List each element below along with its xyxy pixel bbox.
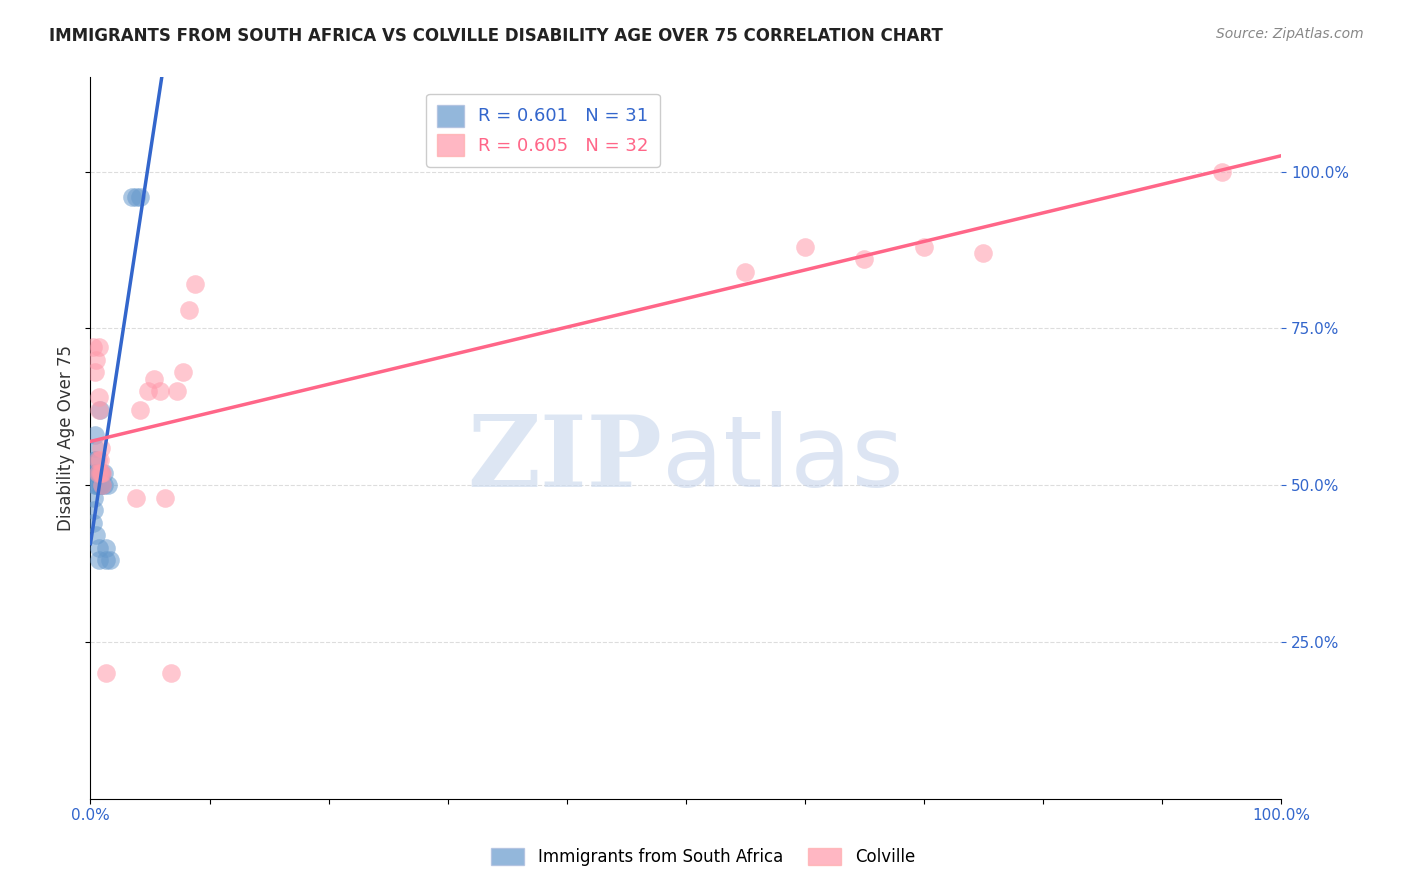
Point xyxy=(912,240,935,254)
Point xyxy=(125,491,148,505)
Point xyxy=(89,466,111,480)
Point xyxy=(84,453,107,467)
Point xyxy=(90,466,112,480)
Y-axis label: Disability Age Over 75: Disability Age Over 75 xyxy=(58,345,75,531)
Point xyxy=(84,428,107,442)
Point xyxy=(97,478,120,492)
Point xyxy=(91,466,114,480)
Point xyxy=(84,365,107,379)
Point xyxy=(87,402,110,417)
Point xyxy=(160,666,183,681)
Point xyxy=(90,466,112,480)
Point xyxy=(972,246,994,260)
Point xyxy=(155,491,177,505)
Point xyxy=(86,352,108,367)
Point xyxy=(94,553,117,567)
Point xyxy=(94,541,117,555)
Point xyxy=(853,252,876,267)
Point xyxy=(121,189,143,203)
Point xyxy=(93,478,115,492)
Point xyxy=(91,478,114,492)
Point xyxy=(125,189,148,203)
Point xyxy=(90,441,112,455)
Point xyxy=(148,384,170,398)
Point xyxy=(166,384,188,398)
Point xyxy=(94,666,117,681)
Point xyxy=(93,466,115,480)
Point xyxy=(142,371,165,385)
Point xyxy=(86,466,108,480)
Legend: R = 0.601   N = 31, R = 0.605   N = 32: R = 0.601 N = 31, R = 0.605 N = 32 xyxy=(426,94,659,167)
Point xyxy=(87,553,110,567)
Legend: Immigrants from South Africa, Colville: Immigrants from South Africa, Colville xyxy=(482,840,924,875)
Text: atlas: atlas xyxy=(662,411,904,508)
Point xyxy=(89,453,111,467)
Point xyxy=(82,516,104,530)
Point xyxy=(89,466,111,480)
Point xyxy=(86,478,108,492)
Point xyxy=(136,384,159,398)
Point xyxy=(87,340,110,354)
Point xyxy=(87,390,110,404)
Point xyxy=(1211,164,1233,178)
Point xyxy=(86,453,108,467)
Point xyxy=(87,541,110,555)
Text: IMMIGRANTS FROM SOUTH AFRICA VS COLVILLE DISABILITY AGE OVER 75 CORRELATION CHAR: IMMIGRANTS FROM SOUTH AFRICA VS COLVILLE… xyxy=(49,27,943,45)
Point xyxy=(83,503,105,517)
Point xyxy=(98,553,121,567)
Point xyxy=(84,466,107,480)
Text: Source: ZipAtlas.com: Source: ZipAtlas.com xyxy=(1216,27,1364,41)
Point xyxy=(129,402,152,417)
Point xyxy=(184,277,207,292)
Point xyxy=(86,466,108,480)
Point xyxy=(82,340,104,354)
Text: ZIP: ZIP xyxy=(467,411,662,508)
Point xyxy=(172,365,194,379)
Point xyxy=(83,491,105,505)
Point xyxy=(86,466,108,480)
Point xyxy=(793,240,815,254)
Point xyxy=(84,478,107,492)
Point xyxy=(179,302,201,317)
Point xyxy=(89,402,111,417)
Point xyxy=(129,189,152,203)
Point xyxy=(86,478,108,492)
Point xyxy=(89,478,111,492)
Point xyxy=(86,528,108,542)
Point xyxy=(90,478,112,492)
Point xyxy=(734,265,756,279)
Point xyxy=(86,453,108,467)
Point xyxy=(91,478,114,492)
Point xyxy=(84,441,107,455)
